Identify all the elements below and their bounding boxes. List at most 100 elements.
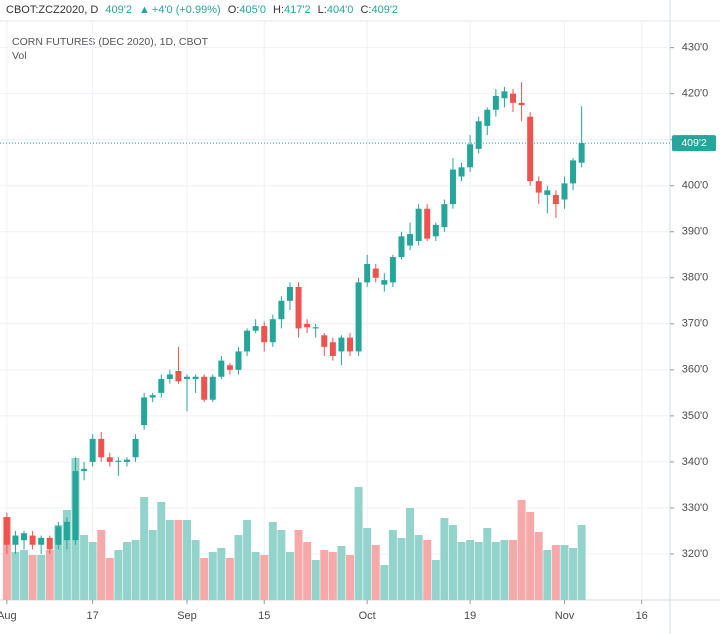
candle-body	[570, 160, 577, 184]
candle-body	[518, 102, 525, 106]
candle-body	[98, 438, 105, 458]
candle-body	[123, 459, 130, 462]
last-price-label: 409'2	[681, 137, 707, 149]
y-tick-label: 400'0	[682, 180, 709, 192]
y-tick-label: 350'0	[682, 410, 709, 422]
volume-bar	[165, 520, 174, 600]
candle-body	[355, 282, 362, 352]
candle-body	[561, 183, 568, 200]
volume-bar	[371, 545, 380, 600]
last-price: 409'2	[105, 4, 132, 16]
candle-body	[484, 109, 491, 126]
volume-bar	[157, 502, 166, 600]
candle-body	[578, 143, 585, 163]
volume-bar	[551, 545, 560, 600]
x-tick-label: 19	[464, 610, 476, 622]
candle-body	[261, 326, 268, 343]
volume-bar	[534, 532, 543, 600]
candle-body	[132, 438, 139, 458]
y-tick-label: 370'0	[682, 318, 709, 330]
x-tick-label: Sep	[177, 610, 197, 622]
candle-body	[63, 521, 70, 541]
candle-body	[12, 535, 19, 545]
volume-bar	[114, 550, 123, 600]
y-tick-label: 360'0	[682, 364, 709, 376]
volume-bar	[217, 548, 226, 600]
volume-bar	[294, 530, 303, 600]
volume-bar	[466, 540, 475, 600]
candle-body	[55, 526, 62, 545]
candle-body	[535, 181, 542, 193]
volume-bar	[423, 540, 432, 600]
volume-bar	[457, 542, 466, 600]
candle-body	[458, 167, 465, 177]
candle-body	[286, 286, 293, 301]
volume-bar	[62, 510, 71, 600]
candle-body	[347, 337, 354, 352]
volume-bar	[303, 542, 312, 600]
volume-bar	[526, 512, 535, 600]
candle-body	[364, 263, 371, 283]
candle-body	[329, 342, 336, 357]
volume-bar	[440, 518, 449, 600]
volume-bar	[122, 542, 131, 600]
candle-body	[269, 319, 276, 343]
volume-bar	[337, 546, 346, 600]
volume-bar	[517, 500, 526, 600]
volume-bar	[88, 542, 97, 600]
volume-label: Vol	[12, 50, 27, 62]
volume-bar	[577, 525, 586, 600]
volume-bar	[183, 520, 192, 600]
volume-bar	[28, 555, 37, 600]
y-tick-label: 340'0	[682, 456, 709, 468]
candle-body	[381, 280, 388, 285]
volume-bar	[20, 550, 29, 600]
candle-body	[3, 517, 10, 545]
volume-bar	[491, 542, 500, 600]
volume-bar	[346, 555, 355, 600]
y-tick-label: 390'0	[682, 226, 709, 238]
candle-body	[38, 537, 45, 545]
volume-bar	[431, 560, 440, 600]
candle-body	[321, 335, 328, 347]
candle-body	[304, 323, 311, 328]
volume-bar	[174, 520, 183, 600]
volume-bar	[388, 530, 397, 600]
volume-bar	[243, 520, 252, 600]
candle-body	[492, 95, 499, 110]
candle-body	[312, 327, 319, 329]
candle-body	[252, 326, 259, 331]
candle-body	[226, 365, 233, 370]
candle-body	[106, 457, 113, 462]
change: +4'0 (+0.99%)	[151, 4, 221, 16]
ohlc-key: L:	[317, 4, 327, 16]
change-arrow: ▲	[139, 4, 150, 16]
volume-bar	[80, 535, 89, 600]
ohlc-value: 405'0	[239, 4, 266, 16]
candle-body	[510, 93, 517, 103]
x-tick-label: 16	[636, 610, 648, 622]
volume-bar	[363, 528, 372, 600]
candle-body	[235, 351, 242, 370]
candle-body	[89, 438, 96, 462]
candle-body	[278, 300, 285, 320]
volume-bar	[191, 540, 200, 600]
volume-bar	[483, 528, 492, 600]
volume-bar	[543, 550, 552, 600]
candle-body	[544, 190, 551, 195]
y-tick-label: 380'0	[682, 272, 709, 284]
volume-bar	[105, 558, 114, 600]
volume-bar	[474, 542, 483, 600]
volume-bar	[311, 560, 320, 600]
candle-body	[338, 337, 345, 352]
volume-bar	[277, 530, 286, 600]
volume-bar	[328, 552, 337, 600]
volume-bar	[569, 548, 578, 600]
volume-bar	[380, 565, 389, 600]
candle-body	[552, 194, 559, 205]
y-tick-label: 420'0	[682, 88, 709, 100]
symbol: CBOT:ZCZ2020, D	[6, 4, 99, 16]
candle-body	[175, 370, 182, 382]
volume-bar	[131, 540, 140, 600]
candle-body	[149, 395, 156, 398]
